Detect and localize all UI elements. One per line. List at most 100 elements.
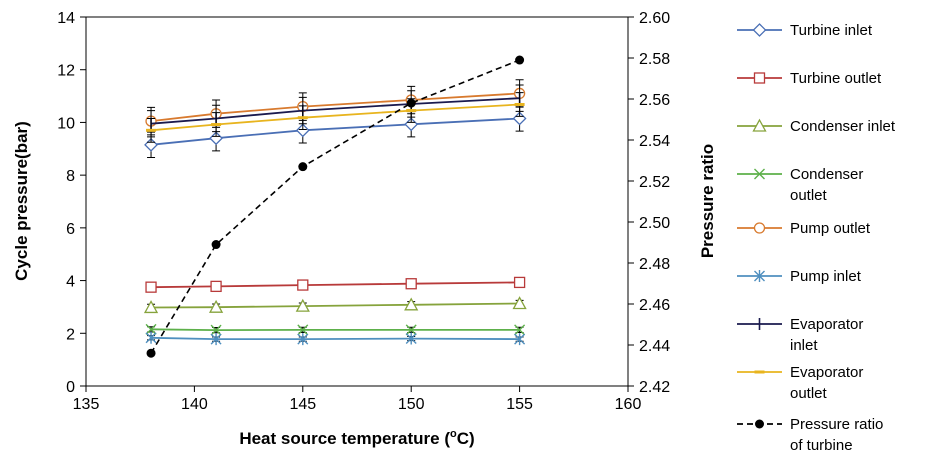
x-tick-label: 160 (615, 396, 642, 413)
legend-label: inlet (790, 337, 818, 354)
y2-tick-label: 2.50 (639, 215, 670, 232)
y-tick-label: 2 (66, 326, 75, 343)
y2-tick-label: 2.52 (639, 174, 670, 191)
y-tick-label: 8 (66, 168, 75, 185)
series-line (150, 328, 520, 332)
y-tick-label: 14 (57, 10, 75, 27)
data-point (513, 276, 526, 289)
legend: Turbine inlet Turbine outlet Condenser inl… (737, 22, 896, 454)
data-point (514, 103, 525, 107)
x-axis-title-superscript: o (450, 428, 457, 440)
axes: 135 140 145 150 155 160 0 2 4 6 8 10 12 14 2.42 2.44 2.4… (57, 10, 670, 413)
legend-label: Condenser (790, 166, 863, 183)
data-point (405, 278, 417, 290)
data-point (297, 333, 309, 346)
legend-marker (753, 72, 766, 84)
data-point (145, 281, 157, 293)
series-5 (145, 331, 526, 346)
data-point (146, 128, 157, 132)
data-point (406, 98, 416, 108)
y2-tick-label: 2.42 (639, 379, 670, 396)
data-point (514, 333, 526, 346)
data-point (210, 324, 222, 336)
legend-item-5: Pump inlet (737, 268, 862, 285)
data-point (406, 109, 417, 113)
legend-label: Condenser inlet (790, 118, 896, 135)
x-axis-title-unit: C) (457, 429, 475, 448)
x-tick-label: 155 (506, 396, 533, 413)
legend-label: Evaporator (790, 316, 863, 333)
series-2 (143, 296, 527, 314)
series-8 (146, 55, 525, 358)
legend-item-8: Pressure ratio of turbine (737, 416, 883, 454)
x-tick-label: 140 (181, 396, 208, 413)
data-point (143, 300, 159, 314)
legend-item-4: Pump outlet (737, 220, 871, 237)
legend-label: Turbine outlet (790, 70, 882, 87)
y-tick-label: 4 (66, 274, 75, 291)
data-point (514, 324, 526, 336)
legend-label: Pump inlet (790, 268, 862, 285)
legend-item-6: Evaporator inlet (737, 316, 863, 354)
legend-item-3: Condenser outlet (737, 166, 863, 204)
x-axis-title: Heat source temperature (oC) (239, 428, 474, 448)
legend-marker (754, 270, 765, 282)
x-tick-label: 150 (398, 396, 425, 413)
data-point (404, 297, 419, 311)
data-point (295, 123, 310, 138)
plot-area (85, 16, 629, 387)
y-tick-label: 0 (66, 379, 75, 396)
y-tick-label: 10 (57, 115, 75, 132)
y-tick-label: 6 (66, 221, 75, 238)
x-axis-title-main: Heat source temperature ( (239, 429, 450, 448)
data-point (515, 55, 525, 65)
legend-label: Pump outlet (790, 220, 871, 237)
series-3 (145, 323, 526, 336)
y2-tick-label: 2.46 (639, 297, 670, 314)
data-point (211, 123, 222, 127)
legend-marker (754, 168, 765, 180)
y2-tick-label: 2.60 (639, 10, 670, 27)
y2-tick-label: 2.48 (639, 256, 670, 273)
legend-item-0: Turbine inlet (737, 22, 873, 39)
data-point (146, 348, 156, 358)
series-1 (145, 276, 526, 293)
legend-label: Evaporator (790, 364, 863, 381)
legend-label: Turbine inlet (790, 22, 873, 39)
y-tick-label: 12 (57, 63, 75, 80)
legend-label: Pressure ratio (790, 416, 883, 433)
data-point (211, 240, 221, 250)
data-point (145, 323, 157, 335)
data-point (297, 279, 309, 291)
data-point (208, 299, 224, 313)
data-point (297, 324, 309, 336)
x-tick-label: 135 (73, 396, 100, 413)
legend-label: outlet (790, 385, 828, 402)
y2-tick-label: 2.56 (639, 92, 670, 109)
data-point (297, 116, 308, 120)
data-point (405, 332, 417, 345)
legend-marker (752, 118, 767, 132)
data-point (210, 333, 222, 346)
legend-marker (753, 222, 766, 234)
legend-marker (752, 23, 767, 37)
legend-label: of turbine (790, 437, 853, 454)
data-point (405, 324, 417, 336)
legend-marker (755, 419, 764, 429)
y2-axis-title: Pressure ratio (698, 144, 717, 258)
y2-tick-label: 2.54 (639, 133, 670, 150)
data-point (210, 280, 222, 293)
y2-tick-label: 2.44 (639, 338, 670, 355)
data-point (145, 331, 157, 344)
legend-item-1: Turbine outlet (737, 70, 882, 87)
data-point (298, 162, 308, 172)
y-axis-title: Cycle pressure(bar) (12, 121, 31, 281)
legend-label: outlet (790, 187, 828, 204)
series-group (143, 55, 527, 358)
legend-marker (754, 370, 765, 374)
legend-item-2: Condenser inlet (737, 118, 896, 135)
data-point (295, 298, 310, 312)
x-tick-label: 145 (289, 396, 316, 413)
legend-item-7: Evaporator outlet (737, 364, 863, 402)
